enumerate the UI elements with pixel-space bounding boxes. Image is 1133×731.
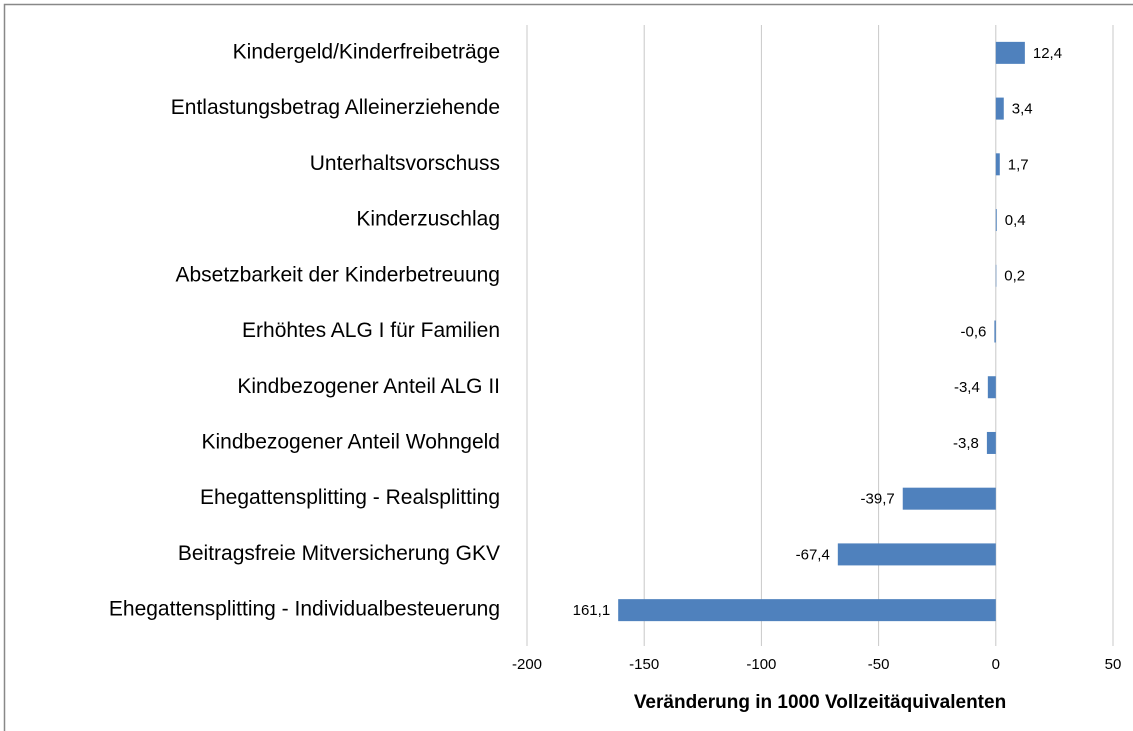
x-axis-title: Veränderung in 1000 Vollzeitäquivalenten xyxy=(634,692,1006,713)
bar xyxy=(994,320,996,343)
value-label: 12,4 xyxy=(1033,45,1062,62)
category-label: Kinderzuschlag xyxy=(356,208,500,231)
bar xyxy=(618,599,996,622)
category-label: Kindergeld/Kinderfreibeträge xyxy=(233,40,500,63)
value-label: 1,7 xyxy=(1008,156,1029,173)
value-label: 0,2 xyxy=(1004,268,1025,285)
category-label: Ehegattensplitting - Individualbesteueru… xyxy=(109,598,500,621)
bar xyxy=(986,431,996,454)
x-tick-label: -200 xyxy=(512,656,542,673)
category-label: Beitragsfreie Mitversicherung GKV xyxy=(178,542,500,565)
bar xyxy=(987,376,996,399)
category-label: Ehegattensplitting - Realsplitting xyxy=(200,486,500,509)
category-label: Kindbezogener Anteil ALG II xyxy=(237,375,500,398)
category-label: Unterhaltsvorschuss xyxy=(310,152,500,175)
value-label: -3,8 xyxy=(953,435,979,452)
value-label: 161,1 xyxy=(573,602,611,619)
category-label: Entlastungsbetrag Alleinerziehende xyxy=(171,96,500,119)
value-label: -39,7 xyxy=(861,491,895,508)
category-label: Erhöhtes ALG I für Familien xyxy=(242,319,500,342)
x-tick-label: 0 xyxy=(992,656,1000,673)
bar xyxy=(995,97,1004,120)
bar xyxy=(995,153,1000,176)
value-label: -3,4 xyxy=(954,379,980,396)
chart-frame xyxy=(3,3,1133,731)
value-label: -67,4 xyxy=(796,546,830,563)
x-tick-label: -150 xyxy=(629,656,659,673)
category-label: Absetzbarkeit der Kinderbetreuung xyxy=(175,263,500,286)
bar xyxy=(995,264,997,287)
value-label: 3,4 xyxy=(1012,101,1033,118)
bar xyxy=(995,209,997,232)
bar xyxy=(902,487,996,510)
bar xyxy=(995,41,1025,64)
x-tick-label: -100 xyxy=(746,656,776,673)
value-label: 0,4 xyxy=(1005,212,1026,229)
x-tick-label: -50 xyxy=(868,656,890,673)
x-tick-label: 50 xyxy=(1105,656,1122,673)
value-label: -0,6 xyxy=(961,323,987,340)
bar xyxy=(837,543,996,566)
category-label: Kindbezogener Anteil Wohngeld xyxy=(201,431,500,454)
